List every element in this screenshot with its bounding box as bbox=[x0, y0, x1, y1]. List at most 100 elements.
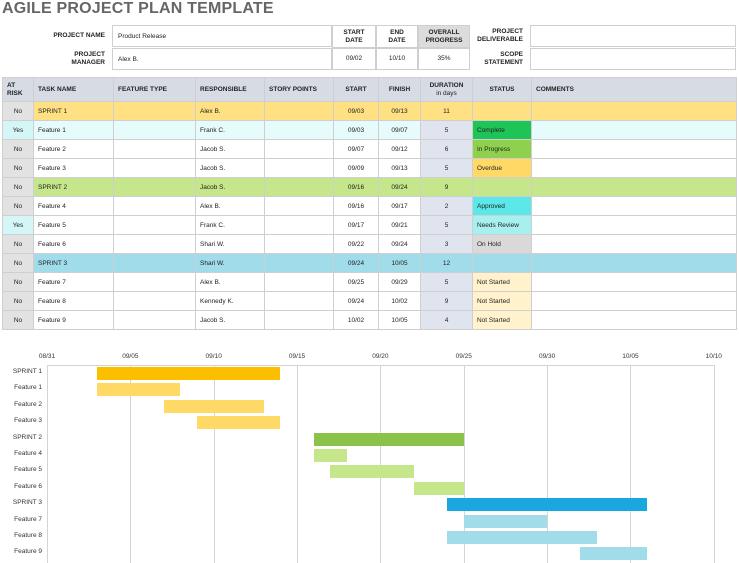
scope-statement-field[interactable] bbox=[530, 48, 736, 70]
cell-story-points[interactable] bbox=[264, 272, 334, 292]
cell-at-risk[interactable]: No bbox=[2, 272, 34, 292]
cell-at-risk[interactable]: No bbox=[2, 101, 34, 121]
cell-responsible[interactable]: Shari W. bbox=[195, 253, 265, 273]
cell-duration[interactable]: 9 bbox=[420, 291, 473, 311]
cell-finish[interactable]: 09/07 bbox=[378, 120, 421, 140]
cell-responsible[interactable]: Jacob S. bbox=[195, 158, 265, 178]
project-manager-field[interactable]: Alex B. bbox=[112, 48, 332, 70]
cell-at-risk[interactable]: No bbox=[2, 196, 34, 216]
cell-start[interactable]: 09/16 bbox=[333, 177, 379, 197]
cell-feature-type[interactable] bbox=[113, 120, 196, 140]
cell-duration[interactable]: 6 bbox=[420, 139, 473, 159]
cell-status[interactable]: Not Started bbox=[472, 272, 532, 292]
cell-start[interactable]: 09/24 bbox=[333, 253, 379, 273]
sprint-row[interactable]: No SPRINT 2 Jacob S. 09/16 09/24 9 bbox=[2, 177, 737, 197]
cell-start[interactable]: 09/16 bbox=[333, 196, 379, 216]
cell-comments[interactable] bbox=[531, 196, 737, 216]
cell-start[interactable]: 09/09 bbox=[333, 158, 379, 178]
cell-duration[interactable]: 4 bbox=[420, 310, 473, 330]
cell-comments[interactable] bbox=[531, 291, 737, 311]
cell-feature-type[interactable] bbox=[113, 310, 196, 330]
cell-story-points[interactable] bbox=[264, 177, 334, 197]
gantt-bar[interactable] bbox=[447, 531, 598, 544]
cell-duration[interactable]: 3 bbox=[420, 234, 473, 254]
cell-feature-type[interactable] bbox=[113, 291, 196, 311]
cell-comments[interactable] bbox=[531, 120, 737, 140]
cell-finish[interactable]: 10/02 bbox=[378, 291, 421, 311]
cell-comments[interactable] bbox=[531, 215, 737, 235]
cell-start[interactable]: 10/02 bbox=[333, 310, 379, 330]
cell-duration[interactable]: 9 bbox=[420, 177, 473, 197]
cell-feature-type[interactable] bbox=[113, 234, 196, 254]
cell-comments[interactable] bbox=[531, 253, 737, 273]
cell-status[interactable]: Not Started bbox=[472, 291, 532, 311]
gantt-bar[interactable] bbox=[580, 547, 648, 561]
cell-at-risk[interactable]: No bbox=[2, 234, 34, 254]
cell-duration[interactable]: 11 bbox=[420, 101, 473, 121]
cell-story-points[interactable] bbox=[264, 310, 334, 330]
cell-task[interactable]: Feature 3 bbox=[33, 158, 114, 178]
end-date-field[interactable]: 10/10 bbox=[376, 48, 418, 70]
project-deliverable-field[interactable] bbox=[530, 25, 736, 47]
cell-task[interactable]: Feature 2 bbox=[33, 139, 114, 159]
cell-feature-type[interactable] bbox=[113, 139, 196, 159]
cell-task[interactable]: Feature 7 bbox=[33, 272, 114, 292]
cell-status[interactable]: In Progress bbox=[472, 139, 532, 159]
gantt-bar[interactable] bbox=[97, 383, 181, 397]
cell-status[interactable] bbox=[472, 253, 532, 273]
cell-start[interactable]: 09/03 bbox=[333, 120, 379, 140]
cell-feature-type[interactable] bbox=[113, 196, 196, 216]
cell-comments[interactable] bbox=[531, 234, 737, 254]
cell-duration[interactable]: 2 bbox=[420, 196, 473, 216]
cell-at-risk[interactable]: No bbox=[2, 310, 34, 330]
cell-at-risk[interactable]: No bbox=[2, 158, 34, 178]
cell-story-points[interactable] bbox=[264, 139, 334, 159]
table-row[interactable]: No Feature 9 Jacob S. 10/02 10/05 4 Not Starte… bbox=[2, 310, 737, 330]
cell-start[interactable]: 09/25 bbox=[333, 272, 379, 292]
cell-task[interactable]: Feature 6 bbox=[33, 234, 114, 254]
cell-duration[interactable]: 5 bbox=[420, 120, 473, 140]
gantt-bar[interactable] bbox=[330, 465, 414, 479]
cell-comments[interactable] bbox=[531, 272, 737, 292]
table-row[interactable]: No Feature 7 Alex B. 09/25 09/29 5 Not Started bbox=[2, 272, 737, 292]
cell-duration[interactable]: 5 bbox=[420, 272, 473, 292]
gantt-bar[interactable] bbox=[97, 367, 281, 380]
cell-responsible[interactable]: Kennedy K. bbox=[195, 291, 265, 311]
cell-comments[interactable] bbox=[531, 158, 737, 178]
table-row[interactable]: No Feature 6 Shari W. 09/22 09/24 3 On Hold bbox=[2, 234, 737, 254]
gantt-bar[interactable] bbox=[163, 399, 264, 413]
cell-at-risk[interactable]: No bbox=[2, 291, 34, 311]
cell-feature-type[interactable] bbox=[113, 253, 196, 273]
cell-feature-type[interactable] bbox=[113, 272, 196, 292]
gantt-bar[interactable] bbox=[447, 498, 648, 512]
cell-at-risk[interactable]: Yes bbox=[2, 215, 34, 235]
cell-comments[interactable] bbox=[531, 177, 737, 197]
cell-task[interactable]: Feature 5 bbox=[33, 215, 114, 235]
table-row[interactable]: Yes Feature 5 Frank C. 09/17 09/21 5 Needs Rev… bbox=[2, 215, 737, 235]
cell-finish[interactable]: 09/21 bbox=[378, 215, 421, 235]
gantt-bar[interactable] bbox=[197, 416, 281, 430]
cell-status[interactable] bbox=[472, 101, 532, 121]
cell-finish[interactable]: 09/24 bbox=[378, 234, 421, 254]
table-row[interactable]: No Feature 2 Jacob S. 09/07 09/12 6 In Progres… bbox=[2, 139, 737, 159]
cell-responsible[interactable]: Jacob S. bbox=[195, 177, 265, 197]
cell-finish[interactable]: 10/05 bbox=[378, 253, 421, 273]
cell-task[interactable]: Feature 4 bbox=[33, 196, 114, 216]
cell-responsible[interactable]: Frank C. bbox=[195, 215, 265, 235]
cell-start[interactable]: 09/07 bbox=[333, 139, 379, 159]
table-row[interactable]: Yes Feature 1 Frank C. 09/03 09/07 5 Complete bbox=[2, 120, 737, 140]
gantt-bar[interactable] bbox=[313, 449, 348, 462]
cell-task[interactable]: Feature 8 bbox=[33, 291, 114, 311]
cell-start[interactable]: 09/03 bbox=[333, 101, 379, 121]
cell-finish[interactable]: 09/13 bbox=[378, 101, 421, 121]
cell-task[interactable]: SPRINT 2 bbox=[33, 177, 114, 197]
cell-status[interactable]: Needs Review bbox=[472, 215, 532, 235]
cell-status[interactable]: Complete bbox=[472, 120, 532, 140]
cell-story-points[interactable] bbox=[264, 291, 334, 311]
cell-task[interactable]: Feature 1 bbox=[33, 120, 114, 140]
sprint-row[interactable]: No SPRINT 3 Shari W. 09/24 10/05 12 bbox=[2, 253, 737, 273]
cell-duration[interactable]: 12 bbox=[420, 253, 473, 273]
cell-feature-type[interactable] bbox=[113, 101, 196, 121]
cell-story-points[interactable] bbox=[264, 234, 334, 254]
cell-story-points[interactable] bbox=[264, 120, 334, 140]
